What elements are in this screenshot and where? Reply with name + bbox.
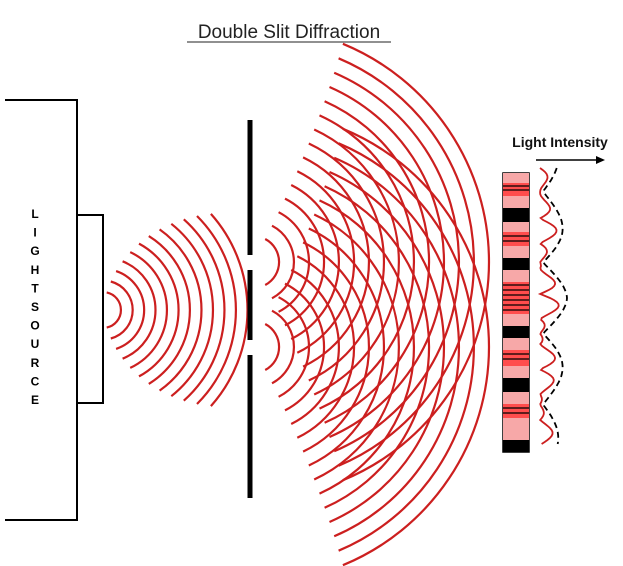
lower-slit-wavefront (342, 127, 491, 566)
fringe-band (503, 392, 529, 404)
light-source-letter: E (31, 393, 39, 407)
incident-wavefront (110, 280, 134, 340)
intensity-label: Light Intensity (512, 134, 608, 150)
lower-slit-wavefront (329, 170, 445, 524)
light-source-emitter (76, 214, 104, 404)
lower-slit-wavefront (324, 185, 431, 509)
lower-slit-wavefront (278, 296, 311, 398)
light-source-letter: T (31, 281, 39, 295)
upper-slit-wavefront (329, 85, 445, 439)
page-title: Double Slit Diffraction (198, 22, 380, 43)
lower-slit-wavefront (338, 142, 475, 552)
upper-slit-wavefront (342, 42, 491, 482)
fringe-band (503, 196, 529, 208)
upper-slit-wavefront (284, 197, 326, 327)
incident-wavefront (196, 215, 238, 405)
fringe-band (503, 430, 529, 440)
fringe-band (503, 350, 529, 366)
diffracted-wavefronts (264, 42, 491, 566)
lower-slit-wavefront (333, 156, 460, 538)
fringe-band (503, 418, 529, 430)
upper-slit-wavefront (313, 128, 400, 396)
light-source-housing (5, 99, 78, 521)
light-source-letter: U (31, 337, 40, 351)
fringe-band (503, 314, 529, 326)
upper-slit-wavefront (271, 224, 295, 300)
lower-slit-wavefront (271, 309, 295, 385)
fringe-band (503, 258, 529, 270)
upper-slit-wavefront (264, 238, 281, 286)
incident-wavefronts (106, 213, 249, 407)
incident-wavefront (210, 213, 249, 407)
fringe-band (503, 282, 529, 314)
lower-slit-wavefront (264, 323, 281, 371)
lower-slit-wavefront (302, 241, 371, 453)
incident-wavefront (170, 222, 214, 398)
interference-intensity-curve (537, 167, 560, 445)
incident-wavefront (158, 228, 203, 392)
fringe-band (503, 246, 529, 258)
light-source-letter: G (30, 244, 39, 258)
fringe-band (503, 378, 529, 392)
incident-wavefront (148, 235, 191, 385)
incident-wavefront (183, 218, 226, 402)
intensity-arrow-head (596, 156, 605, 164)
fringe-band (503, 222, 529, 232)
upper-slit-wavefront (324, 100, 431, 424)
fringe-band (503, 440, 529, 452)
fringe-band (503, 338, 529, 350)
light-source-letter: H (31, 263, 40, 277)
light-source-letter: S (31, 300, 39, 314)
lower-slit-wavefront (308, 227, 386, 467)
fringe-band (503, 326, 529, 338)
fringe-band (503, 208, 529, 222)
incident-wavefront (106, 291, 123, 329)
upper-slit-wavefront (308, 142, 386, 382)
upper-slit-wavefront (290, 184, 340, 340)
light-source-letter: R (31, 356, 40, 370)
incident-wavefront (115, 270, 146, 350)
fringe-band (503, 270, 529, 282)
fringe-screen (502, 172, 530, 453)
fringe-band (503, 173, 529, 183)
upper-slit-wavefront (333, 71, 460, 453)
lower-slit-wavefront (296, 255, 356, 439)
intensity-curves (537, 167, 568, 445)
single-slit-envelope (542, 167, 568, 445)
light-source-letter: I (33, 226, 36, 240)
incident-wavefront (129, 251, 169, 369)
lower-slit-wavefront (313, 213, 400, 481)
fringe-band (503, 232, 529, 246)
fringe-band (503, 366, 529, 378)
light-source-letter: C (31, 374, 40, 388)
incident-wavefront (138, 242, 180, 378)
fringe-band (503, 404, 529, 418)
lower-slit-wavefront (284, 282, 326, 412)
lower-slit-wavefront (290, 269, 340, 425)
incident-wavefront (122, 260, 157, 360)
light-source-letter: L (31, 207, 38, 221)
light-source-letter: O (30, 319, 39, 333)
lower-slit-wavefront (319, 199, 415, 495)
upper-slit-wavefront (302, 156, 371, 368)
